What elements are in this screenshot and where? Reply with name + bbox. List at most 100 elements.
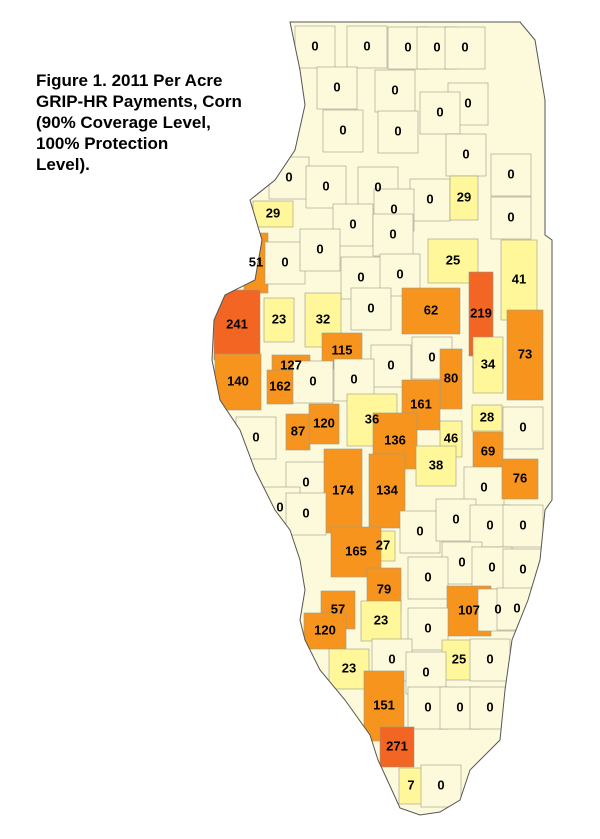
- county-value: 80: [444, 370, 458, 385]
- county: [368, 453, 406, 529]
- title-line: 100% Protection: [36, 134, 168, 153]
- county: [308, 403, 340, 445]
- county-value: 0: [480, 479, 487, 494]
- county-value: 0: [519, 561, 526, 576]
- county-value: 0: [513, 600, 520, 615]
- county: [449, 175, 479, 221]
- county: [346, 25, 388, 69]
- county-value: 28: [480, 409, 494, 424]
- county-value: 0: [461, 39, 468, 54]
- county-value: 0: [486, 517, 493, 532]
- county-value: 0: [367, 300, 374, 315]
- county-value: 0: [424, 569, 431, 584]
- county-value: 0: [363, 38, 370, 53]
- county-value: 0: [452, 511, 459, 526]
- county-value: 219: [470, 305, 492, 320]
- figure-title: Figure 1. 2011 Per Acre GRIP-HR Payments,…: [36, 71, 242, 174]
- county: [501, 458, 539, 500]
- county-value: 0: [281, 254, 288, 269]
- county-value: 34: [481, 356, 496, 371]
- county-value: 57: [331, 601, 345, 616]
- county-value: 0: [357, 269, 364, 284]
- county: [502, 504, 544, 548]
- county-value: 0: [396, 266, 403, 281]
- county-value: 41: [512, 271, 526, 286]
- title-line: Figure 1. 2011 Per Acre: [36, 71, 222, 90]
- county: [350, 287, 392, 331]
- county: [435, 498, 477, 542]
- county-value: 25: [452, 651, 466, 666]
- county: [471, 404, 503, 432]
- county-value: 76: [513, 470, 527, 485]
- county: [322, 109, 364, 153]
- county-value: 51: [249, 254, 263, 269]
- county-value: 0: [422, 664, 429, 679]
- county-value: 0: [302, 474, 309, 489]
- county: [379, 726, 415, 768]
- county-value: 0: [486, 699, 493, 714]
- county-value: 79: [377, 581, 391, 596]
- county: [252, 200, 294, 228]
- title-line: (90% Coverage Level,: [36, 113, 211, 132]
- county: [490, 153, 532, 197]
- counties: [213, 25, 544, 808]
- county: [292, 360, 334, 404]
- county-value: 0: [349, 216, 356, 231]
- county-value: 0: [433, 39, 440, 54]
- county-value: 0: [437, 777, 444, 792]
- county-value: 23: [272, 311, 286, 326]
- county-value: 0: [458, 554, 465, 569]
- county-value: 0: [390, 201, 397, 216]
- county-value: 0: [391, 82, 398, 97]
- county: [285, 413, 311, 451]
- county: [506, 309, 544, 401]
- county-value: 162: [269, 378, 291, 393]
- county: [374, 69, 416, 113]
- county: [439, 348, 463, 410]
- county-value: 0: [350, 371, 357, 386]
- county-value: 174: [332, 482, 354, 497]
- county-value: 0: [424, 699, 431, 714]
- county-value: 0: [302, 505, 309, 520]
- county: [299, 228, 341, 272]
- county-value: 69: [481, 443, 495, 458]
- county-value: 0: [519, 517, 526, 532]
- county-value: 120: [314, 622, 336, 637]
- county: [490, 196, 532, 240]
- county: [472, 336, 504, 394]
- county: [377, 110, 419, 154]
- county-value: 136: [384, 432, 406, 447]
- county-value: 120: [313, 415, 335, 430]
- county: [214, 353, 262, 411]
- county-value: 0: [456, 699, 463, 714]
- county: [420, 764, 462, 808]
- county: [444, 26, 486, 70]
- county-value: 0: [252, 429, 259, 444]
- county-value: 0: [333, 79, 340, 94]
- county-value: 115: [332, 342, 353, 357]
- county: [316, 66, 358, 110]
- county: [285, 492, 327, 536]
- county-value: 0: [436, 104, 443, 119]
- county-value: 73: [518, 346, 532, 361]
- county-value: 0: [388, 651, 395, 666]
- county-value: 0: [486, 651, 493, 666]
- county-value: 0: [428, 349, 435, 364]
- county-value: 0: [494, 601, 501, 616]
- county-value: 38: [429, 457, 443, 472]
- county-value: 0: [464, 95, 471, 110]
- county: [407, 556, 449, 600]
- county-value: 27: [376, 537, 390, 552]
- county: [264, 241, 306, 285]
- county-value: 23: [374, 612, 388, 627]
- county-value: 0: [416, 523, 423, 538]
- county: [328, 648, 370, 690]
- county: [415, 445, 457, 487]
- county-value: 0: [426, 191, 433, 206]
- county-value: 161: [410, 396, 432, 411]
- county-value: 0: [316, 241, 323, 256]
- county-value: 0: [462, 146, 469, 161]
- county-value: 36: [365, 411, 379, 426]
- county: [409, 178, 451, 222]
